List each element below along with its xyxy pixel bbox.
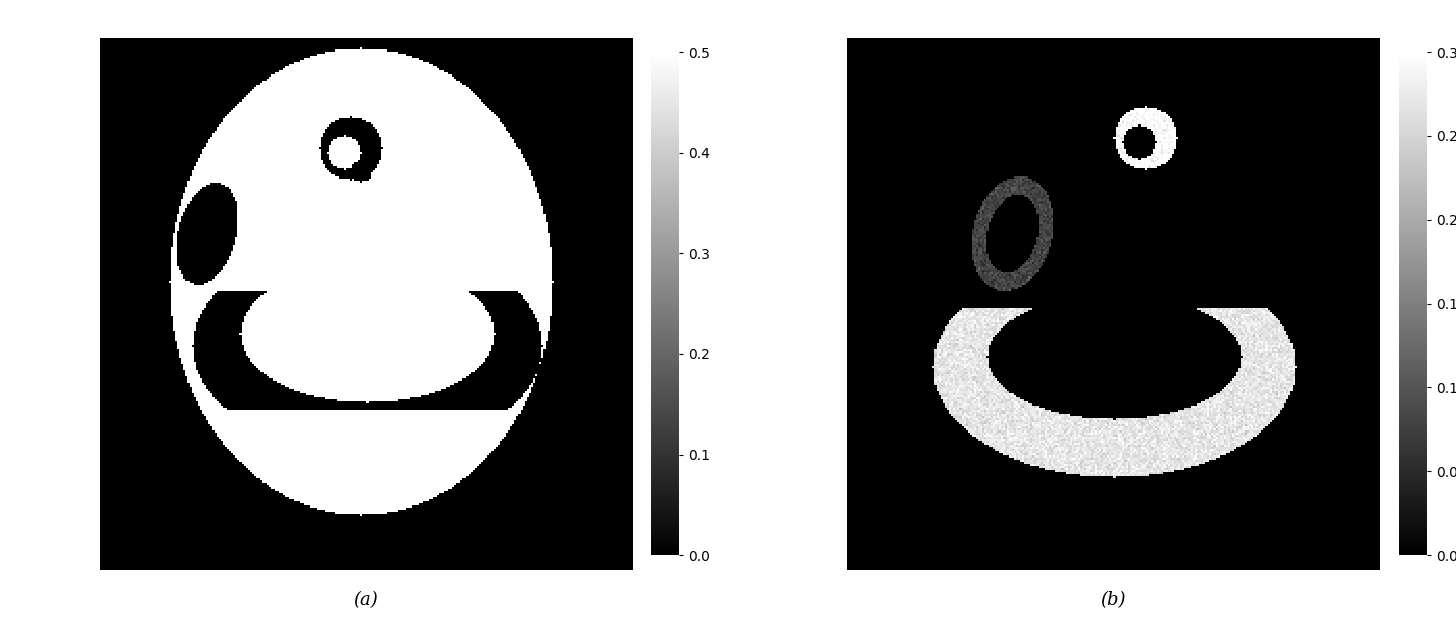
Text: (a): (a): [354, 591, 379, 609]
Text: (b): (b): [1101, 591, 1125, 609]
